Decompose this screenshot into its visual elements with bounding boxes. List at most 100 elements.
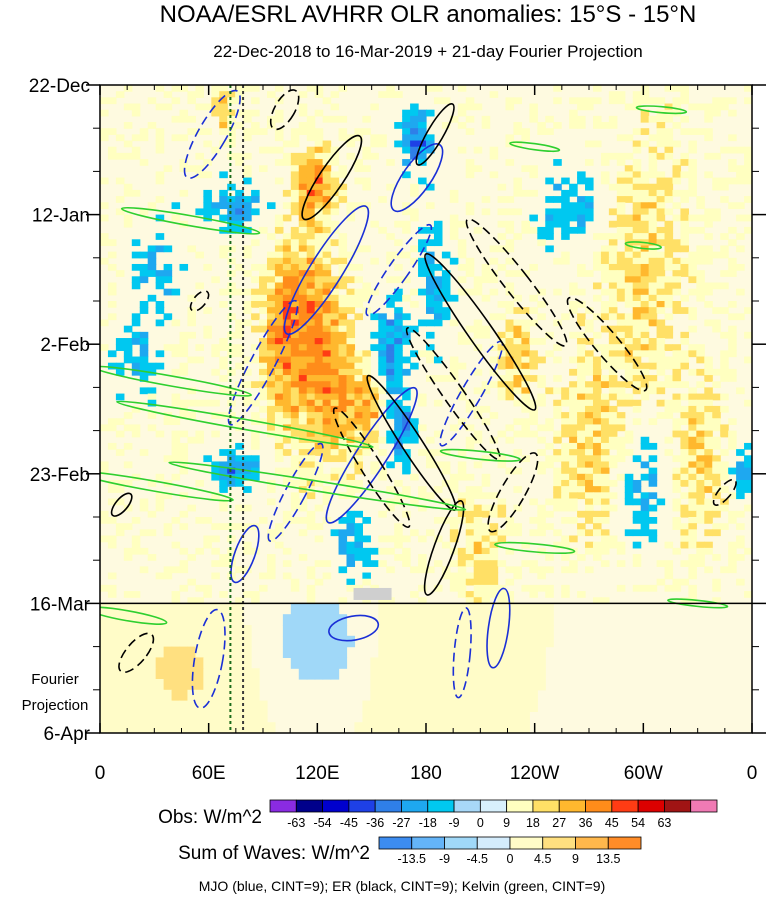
obs-colorbar-tick-label: -18 — [419, 816, 437, 830]
olr-anomaly-cell — [704, 288, 713, 296]
olr-anomaly-cell — [426, 461, 435, 469]
olr-anomaly-cell — [672, 375, 682, 382]
olr-anomaly-cell — [362, 381, 371, 388]
olr-anomaly-cell — [290, 239, 300, 247]
olr-anomaly-cell — [680, 523, 689, 530]
olr-anomaly-cell — [569, 183, 578, 191]
olr-anomaly-cell — [187, 97, 197, 105]
olr-anomaly-cell — [386, 436, 395, 444]
olr-anomaly-cell — [728, 418, 737, 426]
olr-anomaly-cell — [656, 560, 666, 567]
projection-cell — [171, 668, 181, 680]
olr-anomaly-cell — [585, 517, 594, 524]
olr-anomaly-cell — [346, 517, 356, 524]
olr-anomaly-cell — [235, 109, 244, 117]
olr-anomaly-cell — [616, 399, 626, 407]
olr-anomaly-cell — [465, 541, 475, 549]
olr-anomaly-cell — [616, 134, 626, 142]
olr-anomaly-cell — [298, 375, 308, 382]
olr-anomaly-cell — [306, 356, 316, 364]
olr-anomaly-cell — [282, 387, 292, 395]
projection-cell — [457, 679, 467, 691]
olr-anomaly-cell — [720, 183, 729, 191]
olr-anomaly-cell — [608, 387, 618, 395]
olr-anomaly-cell — [449, 115, 459, 123]
projection-cell — [123, 679, 133, 691]
olr-anomaly-cell — [672, 393, 682, 401]
olr-anomaly-cell — [179, 263, 189, 271]
olr-anomaly-cell — [672, 276, 682, 284]
olr-anomaly-cell — [243, 208, 252, 216]
olr-anomaly-cell — [736, 554, 745, 561]
olr-anomaly-cell — [505, 245, 515, 253]
olr-anomaly-cell — [600, 510, 610, 518]
olr-anomaly-cell — [322, 202, 332, 210]
olr-anomaly-cell — [600, 498, 610, 506]
olr-anomaly-cell — [259, 405, 268, 413]
olr-anomaly-cell — [696, 554, 705, 561]
olr-anomaly-cell — [266, 375, 276, 382]
olr-anomaly-cell — [497, 331, 507, 339]
olr-anomaly-cell — [624, 449, 634, 456]
projection-cell — [123, 689, 133, 702]
olr-anomaly-cell — [505, 270, 515, 277]
olr-anomaly-cell — [505, 325, 515, 333]
olr-anomaly-cell — [274, 467, 284, 475]
projection-cell — [537, 657, 546, 669]
olr-anomaly-cell — [433, 430, 443, 438]
olr-anomaly-cell — [624, 344, 634, 351]
olr-anomaly-cell — [394, 251, 403, 259]
olr-anomaly-cell — [529, 591, 538, 598]
olr-anomaly-cell — [529, 350, 538, 358]
olr-anomaly-cell — [680, 393, 689, 401]
olr-anomaly-cell — [370, 405, 379, 413]
olr-anomaly-cell — [632, 338, 642, 345]
olr-anomaly-cell — [155, 572, 165, 580]
obs-colorbar-tick-label: -45 — [340, 816, 358, 830]
olr-anomaly-cell — [314, 399, 324, 407]
olr-anomaly-cell — [616, 177, 626, 185]
olr-anomaly-cell — [672, 479, 682, 487]
olr-anomaly-cell — [592, 455, 602, 463]
olr-anomaly-cell — [362, 288, 371, 296]
olr-anomaly-cell — [632, 368, 642, 376]
olr-anomaly-cell — [616, 257, 626, 265]
olr-anomaly-cell — [505, 319, 515, 327]
olr-anomaly-cell — [473, 572, 483, 580]
olr-anomaly-cell — [688, 498, 697, 506]
olr-anomaly-cell — [457, 510, 467, 518]
olr-anomaly-cell — [171, 368, 181, 376]
projection-cell — [330, 614, 340, 626]
olr-anomaly-cell — [577, 338, 586, 345]
projection-cell — [457, 668, 467, 680]
projection-cell — [219, 679, 228, 691]
olr-anomaly-cell — [243, 591, 252, 598]
olr-anomaly-cell — [592, 461, 602, 469]
olr-anomaly-cell — [219, 301, 228, 308]
olr-anomaly-cell — [656, 387, 666, 395]
olr-anomaly-cell — [282, 473, 292, 481]
projection-cell — [378, 711, 387, 723]
olr-anomaly-cell — [298, 362, 308, 370]
olr-anomaly-cell — [266, 344, 276, 351]
olr-anomaly-cell — [139, 504, 149, 512]
olr-anomaly-cell — [632, 97, 642, 105]
projection-cell — [171, 646, 181, 658]
olr-anomaly-cell — [290, 263, 300, 271]
olr-anomaly-cell — [330, 115, 340, 123]
olr-anomaly-cell — [449, 424, 459, 432]
olr-anomaly-cell — [696, 449, 705, 456]
olr-anomaly-cell — [744, 504, 752, 512]
olr-anomaly-cell — [680, 91, 689, 98]
projection-cell — [139, 679, 149, 691]
projection-cell — [115, 722, 125, 733]
olr-anomaly-cell — [139, 276, 149, 284]
olr-anomaly-cell — [243, 288, 252, 296]
olr-anomaly-cell — [322, 405, 332, 413]
projection-cell — [505, 635, 515, 648]
olr-anomaly-cell — [139, 301, 149, 308]
olr-anomaly-cell — [592, 282, 602, 290]
olr-anomaly-cell — [600, 263, 610, 271]
olr-anomaly-cell — [513, 97, 523, 105]
olr-anomaly-cell — [696, 504, 705, 512]
